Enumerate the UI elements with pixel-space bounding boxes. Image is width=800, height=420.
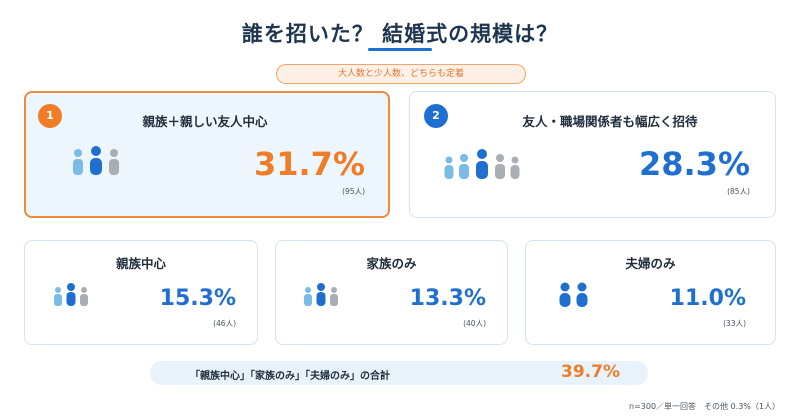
person-icon [109,149,119,175]
card-3-count: (46人) [213,319,236,328]
summary-label: 「親族中心」「家族のみ」「夫婦のみ」の合計 [190,371,390,382]
card-1-label: 親族＋親しい友人中心 [142,114,268,129]
person-icon [476,149,488,179]
page-title: 誰を招いた？ 結婚式の規模は？ [241,22,559,46]
people-icon-group-4 [304,283,338,306]
summary-bar [150,361,648,385]
card-5-value: 11.0% [669,286,746,311]
card-shinzoku [24,240,258,345]
people-icon-group-2 [444,149,520,179]
card-5-count: (33人) [723,319,746,328]
person-icon [576,282,588,307]
person-icon [54,287,62,306]
card-4-count: (40人) [463,319,486,328]
card-rank-1 [24,91,390,218]
summary-value: 39.7% [561,362,620,382]
person-icon [559,282,571,307]
person-icon [73,149,83,175]
title-underline [368,48,432,51]
subtitle-pill: 大人数と少人数、どちらも定着 [276,64,526,84]
card-1-count: (95人) [342,187,365,196]
footnote: n=300／単一回答 その他 0.3%（1人） [629,402,780,411]
card-rank-2 [409,91,776,218]
people-icon-group-5 [559,282,588,307]
rank-badge-2: 2 [424,104,448,128]
person-icon [444,156,454,179]
card-1-value: 31.7% [253,145,365,183]
card-2-value: 28.3% [638,145,750,183]
person-icon [316,283,326,306]
person-icon [510,156,520,179]
card-3-label: 親族中心 [115,256,166,271]
person-icon [330,287,338,306]
person-icon [495,154,505,179]
person-icon [304,287,312,306]
person-icon [90,146,102,175]
people-icon-group-3 [54,283,88,306]
person-icon [459,154,469,179]
card-5-label: 夫婦のみ [625,256,676,271]
card-4-label: 家族のみ [366,256,417,271]
card-2-label: 友人・職場関係者も幅広く招待 [522,114,698,129]
card-fufu [525,240,776,345]
card-2-count: (85人) [727,187,750,196]
people-icon-group-1 [73,146,119,175]
rank-badge-1: 1 [38,104,62,128]
person-icon [66,283,76,306]
card-kazoku [275,240,508,345]
person-icon [80,287,88,306]
card-4-value: 13.3% [409,286,486,311]
card-3-value: 15.3% [159,286,236,311]
